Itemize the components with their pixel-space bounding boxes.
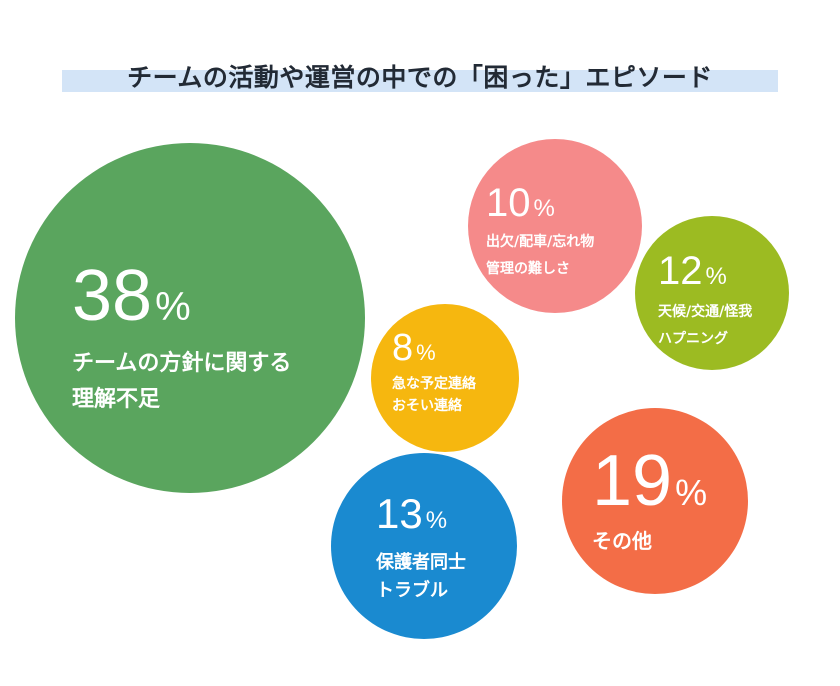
bubble-circle <box>562 408 748 594</box>
bubble-circle <box>635 216 789 370</box>
bubble-circle <box>331 453 517 639</box>
category-label: その他 <box>592 529 652 553</box>
title-highlight <box>62 70 778 92</box>
category-label: 理解不足 <box>72 386 160 412</box>
category-label: 保護者同士 <box>375 551 466 573</box>
category-label: 管理の難しさ <box>486 260 570 277</box>
percent-label: 8% <box>392 327 436 369</box>
bubble-circle <box>371 304 519 452</box>
chart-title-bar: チームの活動や運営の中での「困った」エピソード <box>62 58 778 94</box>
chart-title: チームの活動や運営の中での「困った」エピソード <box>127 63 713 92</box>
category-label: 出欠/配車/忘れ物 <box>486 233 594 250</box>
percent-label: 13% <box>376 490 447 537</box>
percent-label: 12% <box>658 249 727 293</box>
percent-label: 10% <box>486 181 555 225</box>
category-label: トラブル <box>376 579 448 601</box>
category-label: チームの方針に関する <box>72 350 291 376</box>
bubble-19: 19% その他 <box>562 408 748 594</box>
percent-label: 19% <box>592 441 707 521</box>
percent-label: 38% <box>72 256 191 336</box>
category-label: ハプニング <box>658 330 728 347</box>
bubble-circle <box>15 143 365 493</box>
category-label: おそい連絡 <box>392 397 463 414</box>
category-label: 天候/交通/怪我 <box>658 303 752 320</box>
category-label: 急な予定連絡 <box>392 375 477 392</box>
bubble-circle <box>468 139 642 313</box>
